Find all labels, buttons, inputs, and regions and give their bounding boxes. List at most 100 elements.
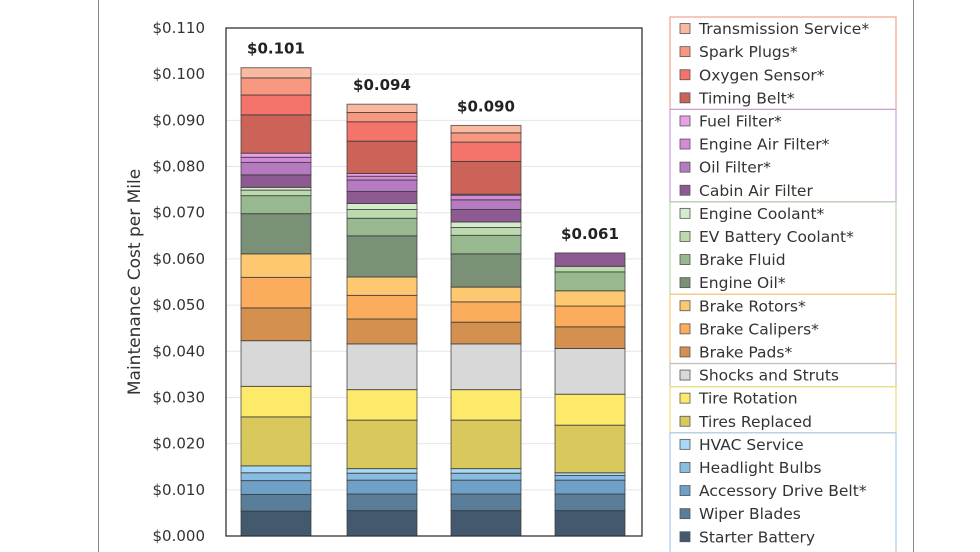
y-tick-label: $0.020 <box>153 435 206 453</box>
legend-label: Cabin Air Filter <box>699 182 813 200</box>
legend-swatch <box>679 23 691 34</box>
bar-segment <box>554 479 626 495</box>
bar-segment <box>450 479 522 495</box>
bar-segment <box>554 290 626 307</box>
legend-label: Fuel Filter* <box>699 112 782 130</box>
bar-segment <box>450 468 522 474</box>
bar-segment <box>554 271 626 292</box>
legend-swatch <box>679 323 691 335</box>
legend-swatch <box>679 254 691 265</box>
bar-segment <box>450 343 522 391</box>
bar-segment <box>450 221 522 229</box>
legend-swatch <box>679 462 691 473</box>
bar-segment <box>240 276 312 309</box>
bar-segment <box>346 493 418 512</box>
bar-segment <box>240 174 312 188</box>
legend-swatch <box>679 531 691 543</box>
bar-segment <box>346 103 418 114</box>
bar-segment <box>346 190 418 204</box>
bar-segment <box>346 472 418 481</box>
bar-segment <box>240 472 312 482</box>
y-tick-label: $0.100 <box>153 65 206 83</box>
legend-swatch <box>679 369 691 381</box>
bar-segment <box>346 479 418 495</box>
bar-segment <box>450 321 522 345</box>
legend-label: HVAC Service <box>699 436 804 454</box>
legend-label: Tires Replaced <box>698 413 812 431</box>
legend-label: Brake Rotors* <box>699 297 806 315</box>
bar-total-label: $0.061 <box>561 225 619 243</box>
bar-segment <box>240 77 312 96</box>
bar-segment <box>346 276 418 296</box>
legend-label: Oil Filter* <box>699 159 771 177</box>
y-tick-label: $0.030 <box>153 388 206 406</box>
legend-label: Tire Rotation <box>698 390 798 408</box>
legend-group-box <box>669 432 897 552</box>
bar-segment <box>450 234 522 255</box>
bar-stack <box>346 103 418 537</box>
legend-label: EV Battery Coolant* <box>699 228 854 246</box>
bar-segment <box>240 213 312 255</box>
bar-segment <box>450 141 522 162</box>
legend-label: Headlight Bulbs <box>699 459 822 477</box>
bar-segment <box>240 161 312 176</box>
bar-segment <box>450 286 522 303</box>
bar-segment <box>450 199 522 210</box>
bar-segment <box>554 348 626 395</box>
legend-swatch <box>679 485 691 496</box>
y-tick-label: $0.040 <box>153 342 206 360</box>
bar-segment <box>450 472 522 481</box>
bar-segment <box>450 194 522 201</box>
bar-segment <box>554 252 626 267</box>
legend-label: Brake Pads* <box>699 343 792 361</box>
y-tick-label: $0.050 <box>153 296 206 314</box>
bar-segment <box>346 121 418 142</box>
bar-segment <box>450 208 522 223</box>
bar-segment <box>346 318 418 345</box>
plot-area-border <box>225 27 643 537</box>
bar-segment <box>240 385 312 418</box>
bar-segment <box>346 217 418 237</box>
legend-swatch <box>679 161 691 173</box>
legend-swatch <box>679 138 691 150</box>
page-frame-left <box>98 0 99 552</box>
legend-swatch <box>679 392 691 404</box>
bar-segment <box>240 465 312 474</box>
bar-segment <box>240 416 312 467</box>
bar-segment <box>240 156 312 163</box>
legend-swatch <box>679 508 691 520</box>
bar-segment <box>240 340 312 387</box>
bar-segment <box>554 475 626 481</box>
bar-segment <box>450 253 522 288</box>
y-tick-label: $0.010 <box>153 481 206 499</box>
bar-segment <box>346 294 418 320</box>
legend-label: Timing Belt* <box>698 89 795 107</box>
bar-segment <box>554 493 626 512</box>
bar-segment <box>346 112 418 123</box>
legend-swatch <box>679 346 691 358</box>
bar-segment <box>346 140 418 174</box>
legend-swatch <box>679 92 691 104</box>
bar-stack <box>240 67 312 537</box>
bar-segment <box>346 179 418 192</box>
bar-segment <box>240 67 312 79</box>
bar-segment <box>450 510 522 537</box>
y-tick-label: $0.070 <box>153 204 206 222</box>
bar-stack <box>450 124 522 537</box>
bar-segment <box>240 94 312 116</box>
legend-swatch <box>679 69 691 81</box>
bar-segment <box>450 132 522 143</box>
bar-segment <box>554 326 626 350</box>
legend-label: Shocks and Struts <box>699 367 839 385</box>
bar-segment <box>450 124 522 134</box>
legend-swatch <box>679 207 691 219</box>
bar-segment <box>450 419 522 470</box>
legend-label: Engine Coolant* <box>699 205 825 223</box>
y-tick-label: $0.090 <box>153 111 206 129</box>
bar-segment <box>346 175 418 181</box>
bar-total-label: $0.090 <box>457 97 515 115</box>
bar-segment <box>346 389 418 421</box>
bar-segment <box>346 235 418 278</box>
bar-segment <box>240 114 312 154</box>
legend-label: Transmission Service* <box>698 20 869 38</box>
